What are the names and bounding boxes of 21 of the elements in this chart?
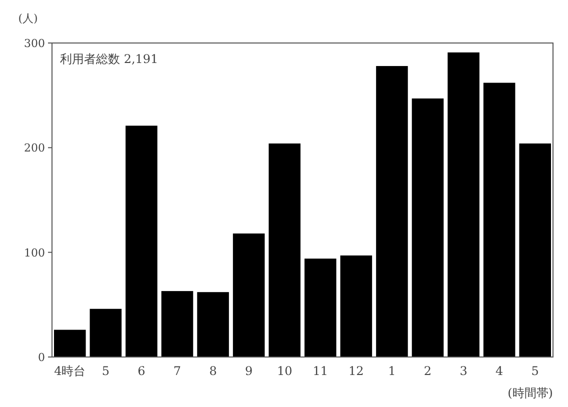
x-tick-label: 5 xyxy=(531,364,539,378)
x-tick-label: 6 xyxy=(138,364,146,378)
x-tick-label: 8 xyxy=(209,364,217,378)
y-tick-label: 300 xyxy=(24,37,45,50)
annotation: 利用者総数 2,191 xyxy=(60,52,158,66)
x-tick-label: 10 xyxy=(276,364,292,378)
x-tick-label: 4 xyxy=(496,364,504,378)
x-tick-label: 9 xyxy=(245,364,253,378)
x-tick-label: 4時台 xyxy=(54,364,86,378)
x-tick-label: 12 xyxy=(348,364,364,378)
x-axis-title: (時間帯) xyxy=(508,386,553,400)
y-tick-label: 200 xyxy=(24,142,45,155)
x-tick-label: 5 xyxy=(102,364,110,378)
x-tick-label: 3 xyxy=(460,364,468,378)
x-tick-label: 2 xyxy=(424,364,432,378)
y-axis-title: (人) xyxy=(18,12,38,25)
y-tick-label: 0 xyxy=(38,351,45,364)
y-tick-label: 100 xyxy=(24,246,45,260)
x-tick-label: 1 xyxy=(388,364,396,378)
x-tick-label: 7 xyxy=(173,364,182,378)
x-tick-label: 11 xyxy=(312,364,328,378)
